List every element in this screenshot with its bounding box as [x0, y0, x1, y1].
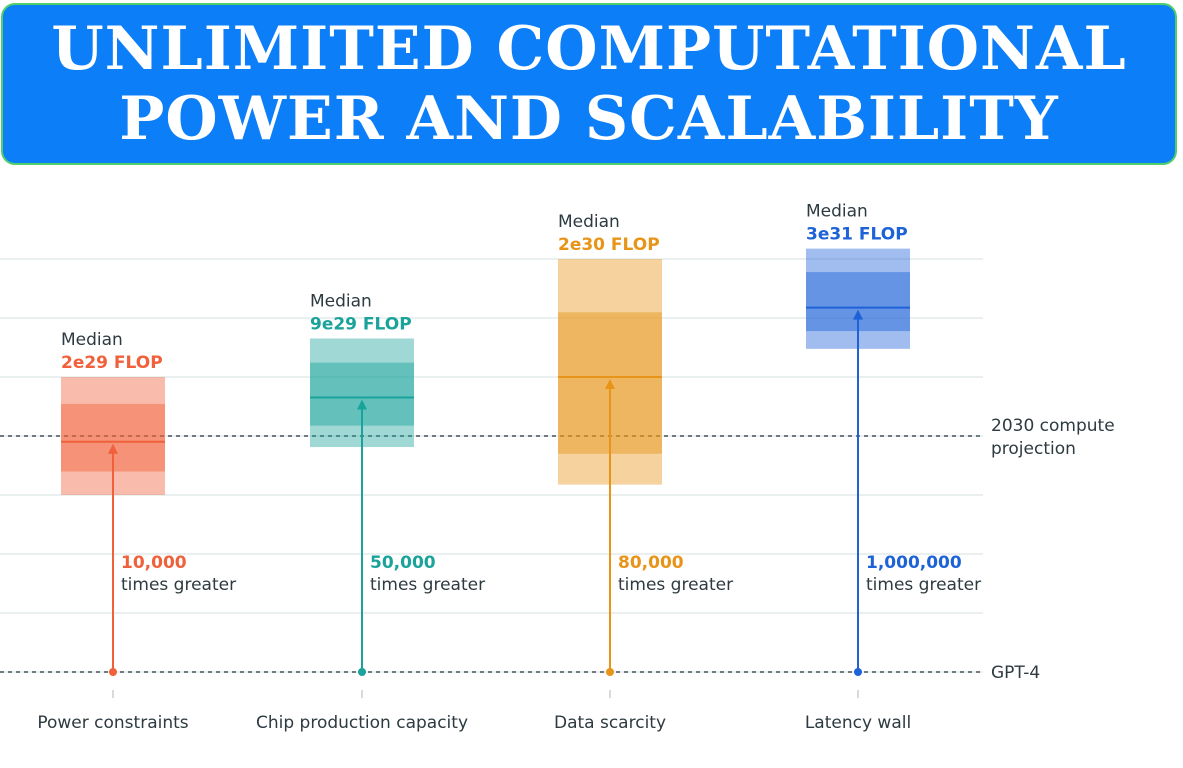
box-chart: 2030 compute projection GPT-4 Median 2e29 FL…	[0, 202, 1115, 733]
median-label: Median	[61, 330, 123, 350]
multiplier-text: times greater	[618, 575, 733, 595]
category-label: Data scarcity	[554, 713, 666, 733]
category-label: Latency wall	[805, 713, 911, 733]
category-label: Chip production capacity	[256, 713, 468, 733]
gpt4-label: GPT-4	[991, 663, 1040, 683]
median-label: Median	[558, 212, 620, 232]
median-value: 2e29 FLOP	[61, 353, 163, 373]
multiplier-text: times greater	[121, 575, 236, 595]
gpt4-point	[854, 668, 862, 676]
title-banner: UNLIMITED COMPUTATIONAL POWER AND SCALAB…	[1, 3, 1177, 165]
multiplier-value: 80,000	[618, 553, 684, 573]
gpt4-point	[358, 668, 366, 676]
growth-arrow-head	[853, 309, 863, 320]
growth-arrow-head	[605, 379, 615, 389]
multiplier-text: times greater	[370, 575, 485, 595]
multiplier-value: 10,000	[121, 553, 187, 573]
gpt4-point	[109, 668, 117, 676]
median-label: Median	[310, 291, 372, 311]
multiplier-text: times greater	[866, 575, 981, 595]
median-value: 3e31 FLOP	[806, 225, 908, 245]
median-label: Median	[806, 202, 868, 222]
multiplier-value: 50,000	[370, 553, 436, 573]
projection-label-line-1: 2030 compute	[991, 416, 1115, 436]
gpt4-point	[606, 668, 614, 676]
title-line-1: UNLIMITED COMPUTATIONAL	[51, 14, 1127, 84]
category-label: Power constraints	[37, 713, 188, 733]
title-line-2: POWER AND SCALABILITY	[119, 84, 1059, 154]
median-value: 2e30 FLOP	[558, 235, 660, 255]
multiplier-value: 1,000,000	[866, 553, 962, 573]
growth-arrow-head	[357, 399, 367, 410]
growth-arrow-head	[108, 443, 118, 454]
projection-label-line-2: projection	[991, 439, 1076, 459]
median-value: 9e29 FLOP	[310, 314, 412, 334]
